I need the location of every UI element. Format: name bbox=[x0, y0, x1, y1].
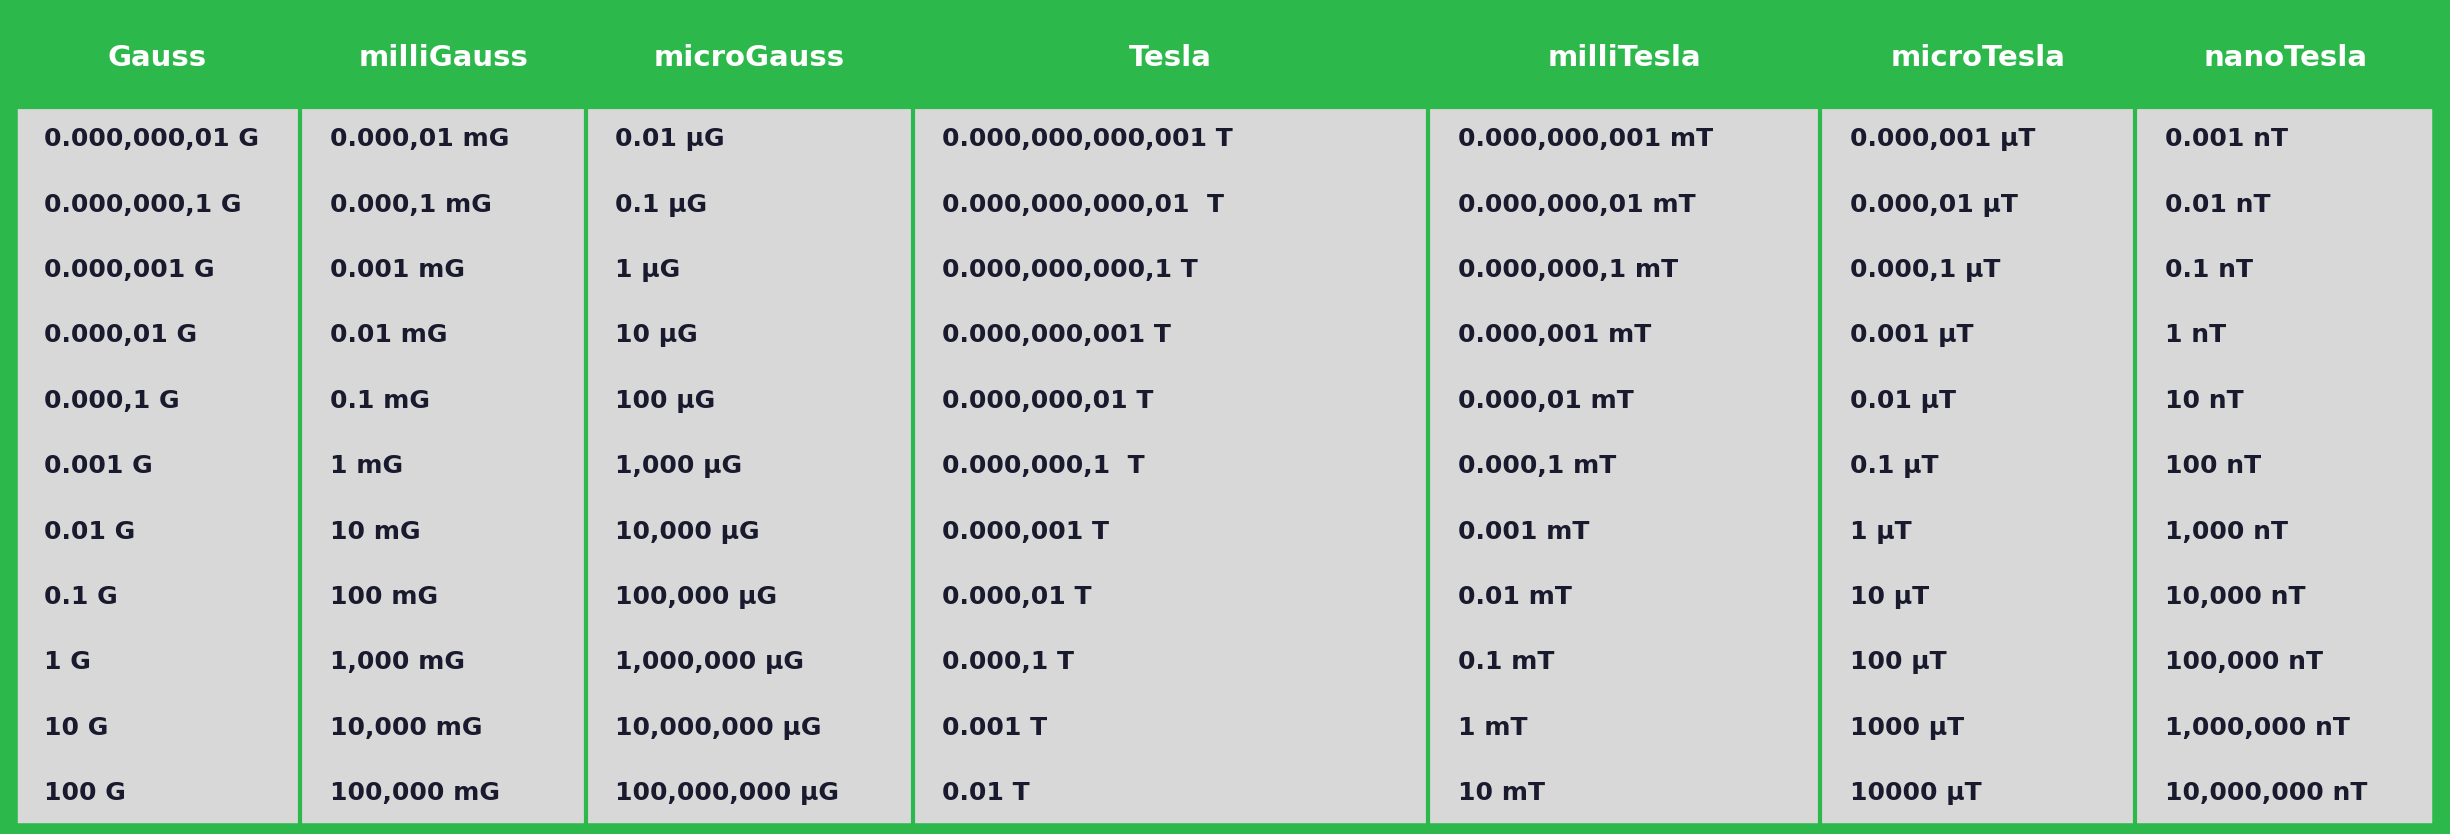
Text: 0.000,000,01 mT: 0.000,000,01 mT bbox=[1458, 193, 1695, 217]
Text: Gauss: Gauss bbox=[108, 43, 208, 72]
Text: 0.000,000,001 T: 0.000,000,001 T bbox=[943, 324, 1171, 348]
Text: 0.001 T: 0.001 T bbox=[943, 716, 1046, 740]
Text: 0.1 μG: 0.1 μG bbox=[615, 193, 708, 217]
Text: 0.000,1 mG: 0.000,1 mG bbox=[331, 193, 492, 217]
Text: 1 μG: 1 μG bbox=[615, 259, 681, 282]
Text: 0.001 mG: 0.001 mG bbox=[331, 259, 466, 282]
Text: 100,000 μG: 100,000 μG bbox=[615, 585, 777, 609]
Bar bbox=[1820, 8, 2134, 107]
Text: 0.01 G: 0.01 G bbox=[44, 520, 135, 544]
Text: 100 nT: 100 nT bbox=[2163, 455, 2261, 478]
Text: microGauss: microGauss bbox=[654, 43, 845, 72]
Text: 0.000,000,001 mT: 0.000,000,001 mT bbox=[1458, 128, 1713, 152]
Text: 1,000,000 nT: 1,000,000 nT bbox=[2163, 716, 2350, 740]
Text: 100,000 nT: 100,000 nT bbox=[2163, 651, 2323, 674]
Text: 0.000,000,1 G: 0.000,000,1 G bbox=[44, 193, 243, 217]
Text: 10,000,000 μG: 10,000,000 μG bbox=[615, 716, 821, 740]
Text: 0.001 G: 0.001 G bbox=[44, 455, 152, 478]
Text: 1,000 nT: 1,000 nT bbox=[2163, 520, 2288, 544]
Text: nanoTesla: nanoTesla bbox=[2203, 43, 2367, 72]
Text: 10 nT: 10 nT bbox=[2163, 389, 2244, 413]
Text: 100 μG: 100 μG bbox=[615, 389, 715, 413]
Text: 0.000,001 mT: 0.000,001 mT bbox=[1458, 324, 1651, 348]
Bar bbox=[914, 8, 1428, 107]
Text: milliGauss: milliGauss bbox=[358, 43, 529, 72]
Bar bbox=[2134, 8, 2435, 107]
Text: milliTesla: milliTesla bbox=[1548, 43, 1700, 72]
Text: 0.000,1 μT: 0.000,1 μT bbox=[1850, 259, 1999, 282]
Text: 0.1 G: 0.1 G bbox=[44, 585, 118, 609]
Text: 0.01 nT: 0.01 nT bbox=[2163, 193, 2271, 217]
Text: 0.000,000,000,001 T: 0.000,000,000,001 T bbox=[943, 128, 1232, 152]
Text: 0.000,01 G: 0.000,01 G bbox=[44, 324, 198, 348]
Text: 10 mG: 10 mG bbox=[331, 520, 421, 544]
Text: 0.000,000,1 mT: 0.000,000,1 mT bbox=[1458, 259, 1678, 282]
Text: 10,000 nT: 10,000 nT bbox=[2163, 585, 2305, 609]
Text: 0.001 mT: 0.001 mT bbox=[1458, 520, 1590, 544]
Text: 10 μT: 10 μT bbox=[1850, 585, 1928, 609]
Bar bbox=[1428, 8, 1820, 107]
Text: 1 μT: 1 μT bbox=[1850, 520, 1911, 544]
Text: 0.000,001 T: 0.000,001 T bbox=[943, 520, 1110, 544]
Text: 0.000,1 T: 0.000,1 T bbox=[943, 651, 1073, 674]
Text: 0.1 nT: 0.1 nT bbox=[2163, 259, 2252, 282]
Text: 0.000,001 μT: 0.000,001 μT bbox=[1850, 128, 2036, 152]
Text: 0.000,000,000,1 T: 0.000,000,000,1 T bbox=[943, 259, 1198, 282]
Text: 0.000,1 mT: 0.000,1 mT bbox=[1458, 455, 1617, 478]
Text: 0.000,000,01 T: 0.000,000,01 T bbox=[943, 389, 1154, 413]
Text: 0.000,01 T: 0.000,01 T bbox=[943, 585, 1093, 609]
Text: 1 mT: 1 mT bbox=[1458, 716, 1526, 740]
Text: 0.000,001 G: 0.000,001 G bbox=[44, 259, 216, 282]
Text: 100,000,000 μG: 100,000,000 μG bbox=[615, 781, 840, 805]
Text: 0.001 μT: 0.001 μT bbox=[1850, 324, 1972, 348]
Text: 0.000,01 mT: 0.000,01 mT bbox=[1458, 389, 1634, 413]
Text: 10 μG: 10 μG bbox=[615, 324, 698, 348]
Text: 10,000,000 nT: 10,000,000 nT bbox=[2163, 781, 2367, 805]
Text: 0.001 nT: 0.001 nT bbox=[2163, 128, 2288, 152]
Text: 0.01 mT: 0.01 mT bbox=[1458, 585, 1570, 609]
Text: 1 nT: 1 nT bbox=[2163, 324, 2225, 348]
Text: 1 mG: 1 mG bbox=[331, 455, 402, 478]
Text: 100 G: 100 G bbox=[44, 781, 125, 805]
Text: 0.000,000,01 G: 0.000,000,01 G bbox=[44, 128, 260, 152]
Bar bbox=[15, 8, 301, 107]
Bar bbox=[15, 107, 2435, 826]
Text: 0.1 mT: 0.1 mT bbox=[1458, 651, 1553, 674]
Text: 0.000,1 G: 0.000,1 G bbox=[44, 389, 179, 413]
Text: 0.000,01 μT: 0.000,01 μT bbox=[1850, 193, 2019, 217]
Text: 10,000 μG: 10,000 μG bbox=[615, 520, 760, 544]
Text: 0.000,000,1  T: 0.000,000,1 T bbox=[943, 455, 1144, 478]
Text: 0.01 mG: 0.01 mG bbox=[331, 324, 448, 348]
Text: 0.01 μG: 0.01 μG bbox=[615, 128, 725, 152]
Text: 0.01 μT: 0.01 μT bbox=[1850, 389, 1955, 413]
Text: microTesla: microTesla bbox=[1891, 43, 2065, 72]
Text: 100,000 mG: 100,000 mG bbox=[331, 781, 500, 805]
Text: 10 G: 10 G bbox=[44, 716, 108, 740]
Text: 100 mG: 100 mG bbox=[331, 585, 439, 609]
Text: 0.000,01 mG: 0.000,01 mG bbox=[331, 128, 510, 152]
Text: 1 G: 1 G bbox=[44, 651, 91, 674]
Text: 10 mT: 10 mT bbox=[1458, 781, 1546, 805]
Text: 0.1 mG: 0.1 mG bbox=[331, 389, 429, 413]
Text: 0.01 T: 0.01 T bbox=[943, 781, 1029, 805]
Text: 0.000,000,000,01  T: 0.000,000,000,01 T bbox=[943, 193, 1225, 217]
Text: 0.1 μT: 0.1 μT bbox=[1850, 455, 1938, 478]
Text: 1,000 μG: 1,000 μG bbox=[615, 455, 742, 478]
Text: 1000 μT: 1000 μT bbox=[1850, 716, 1965, 740]
Text: 100 μT: 100 μT bbox=[1850, 651, 1945, 674]
Bar bbox=[301, 8, 586, 107]
Text: 1,000,000 μG: 1,000,000 μG bbox=[615, 651, 804, 674]
Text: Tesla: Tesla bbox=[1129, 43, 1213, 72]
Text: 1,000 mG: 1,000 mG bbox=[331, 651, 466, 674]
Text: 10,000 mG: 10,000 mG bbox=[331, 716, 483, 740]
Bar bbox=[586, 8, 914, 107]
Text: 10000 μT: 10000 μT bbox=[1850, 781, 1982, 805]
